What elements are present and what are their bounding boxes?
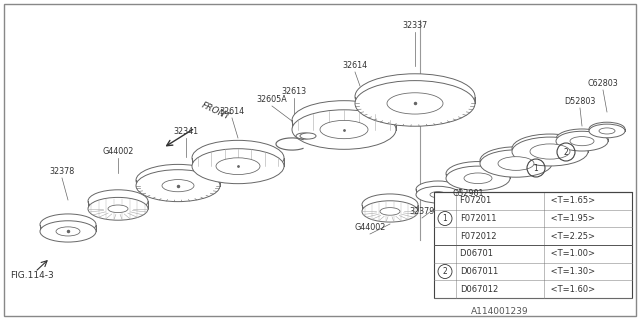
Text: FRONT: FRONT: [200, 101, 232, 122]
Ellipse shape: [530, 144, 570, 159]
Text: 1: 1: [443, 214, 447, 223]
Ellipse shape: [216, 158, 260, 174]
Text: A114001239: A114001239: [471, 308, 529, 316]
Bar: [434, 192, 632, 298]
Ellipse shape: [300, 133, 316, 139]
Ellipse shape: [108, 205, 128, 212]
Ellipse shape: [320, 111, 368, 130]
Ellipse shape: [599, 128, 615, 134]
Ellipse shape: [430, 192, 446, 198]
Ellipse shape: [512, 134, 588, 163]
Ellipse shape: [362, 194, 418, 215]
Ellipse shape: [355, 74, 475, 119]
Ellipse shape: [162, 180, 194, 192]
Text: G32901: G32901: [452, 189, 484, 198]
Ellipse shape: [355, 81, 475, 126]
Ellipse shape: [416, 181, 460, 198]
Ellipse shape: [162, 174, 194, 187]
Ellipse shape: [589, 124, 625, 138]
Text: 1: 1: [534, 164, 538, 172]
Ellipse shape: [446, 166, 510, 190]
Text: 2: 2: [443, 267, 447, 276]
Ellipse shape: [387, 93, 443, 114]
Text: <T=2.25>: <T=2.25>: [548, 232, 595, 241]
Text: 32613: 32613: [282, 87, 307, 96]
Text: F072011: F072011: [460, 214, 497, 223]
Ellipse shape: [40, 221, 96, 242]
Ellipse shape: [498, 157, 534, 170]
Text: D52803: D52803: [564, 97, 596, 106]
Ellipse shape: [480, 150, 552, 177]
Text: 32379: 32379: [410, 207, 435, 216]
Ellipse shape: [88, 197, 148, 220]
Ellipse shape: [446, 162, 510, 186]
Ellipse shape: [192, 140, 284, 175]
Ellipse shape: [589, 122, 625, 136]
Text: 2: 2: [564, 148, 568, 156]
Text: <T=1.60>: <T=1.60>: [548, 285, 595, 294]
Ellipse shape: [292, 101, 396, 140]
Ellipse shape: [416, 186, 460, 203]
Text: 32378: 32378: [49, 167, 75, 176]
Ellipse shape: [136, 170, 220, 202]
Ellipse shape: [136, 164, 220, 196]
Ellipse shape: [464, 168, 492, 179]
Ellipse shape: [320, 120, 368, 139]
Ellipse shape: [56, 227, 80, 236]
Ellipse shape: [556, 129, 608, 149]
Text: 32337: 32337: [403, 21, 428, 30]
Ellipse shape: [464, 173, 492, 184]
Ellipse shape: [296, 133, 312, 139]
Text: 32614: 32614: [220, 107, 244, 116]
Text: 32341: 32341: [173, 127, 198, 136]
Ellipse shape: [292, 110, 396, 149]
Text: <T=1.65>: <T=1.65>: [548, 196, 595, 205]
Text: <T=1.00>: <T=1.00>: [548, 249, 595, 258]
Ellipse shape: [387, 86, 443, 107]
Ellipse shape: [380, 208, 400, 215]
Text: FIG.114-3: FIG.114-3: [10, 271, 54, 280]
Text: <T=1.30>: <T=1.30>: [548, 267, 595, 276]
Ellipse shape: [216, 149, 260, 166]
Text: D06701: D06701: [460, 249, 495, 258]
Text: <T=1.95>: <T=1.95>: [548, 214, 595, 223]
Ellipse shape: [570, 137, 594, 146]
Text: 32605A: 32605A: [257, 95, 287, 104]
Text: G44002: G44002: [102, 147, 134, 156]
Ellipse shape: [192, 149, 284, 184]
Text: F07201: F07201: [460, 196, 494, 205]
Text: F072012: F072012: [460, 232, 497, 241]
Text: 32614: 32614: [342, 61, 367, 70]
Ellipse shape: [362, 201, 418, 222]
Text: C62803: C62803: [588, 79, 618, 88]
Ellipse shape: [88, 190, 148, 212]
Ellipse shape: [480, 147, 552, 174]
Text: D067012: D067012: [460, 285, 499, 294]
Text: D067011: D067011: [460, 267, 499, 276]
Ellipse shape: [512, 137, 588, 166]
Text: G44002: G44002: [355, 223, 386, 232]
Ellipse shape: [40, 214, 96, 235]
Ellipse shape: [556, 131, 608, 151]
